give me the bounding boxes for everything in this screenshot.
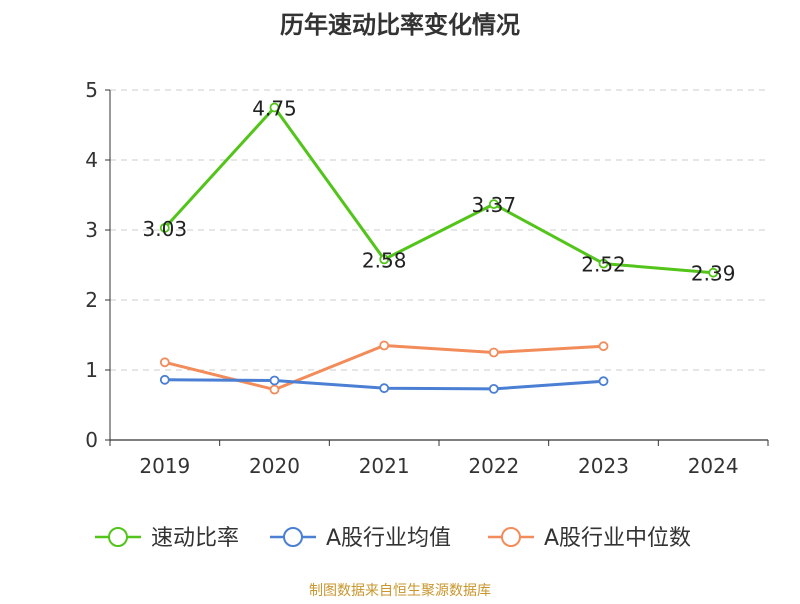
legend-label: 速动比率 bbox=[151, 526, 239, 551]
data-point bbox=[269, 375, 280, 386]
series-line-2 bbox=[163, 344, 605, 392]
data-point bbox=[159, 374, 170, 385]
data-point bbox=[379, 383, 390, 394]
y-tick-label: 4 bbox=[85, 148, 98, 172]
data-point bbox=[598, 376, 609, 387]
data-point bbox=[269, 102, 280, 113]
legend-label: A股行业均值 bbox=[326, 526, 451, 551]
legend-swatch-marker bbox=[108, 527, 128, 547]
data-label: 2.58 bbox=[362, 248, 407, 272]
series-line-0 bbox=[163, 106, 715, 275]
y-tick-label: 1 bbox=[85, 358, 98, 382]
data-label-layer: 3.03 4.75 2.58 3.37 2.52 2.39 bbox=[143, 97, 736, 286]
data-point bbox=[269, 384, 280, 395]
data-label: 4.75 bbox=[252, 97, 297, 121]
data-label: 3.03 bbox=[143, 217, 188, 241]
data-point bbox=[488, 199, 499, 210]
data-label: 3.37 bbox=[472, 193, 517, 217]
legend-label: A股行业中位数 bbox=[544, 526, 691, 551]
data-point bbox=[159, 357, 170, 368]
series-layer bbox=[159, 102, 719, 395]
x-tick-label: 2020 bbox=[249, 454, 300, 478]
y-tick-label: 0 bbox=[85, 428, 98, 452]
data-label: 2.52 bbox=[581, 253, 626, 277]
data-point bbox=[488, 347, 499, 358]
x-tick-label: 2022 bbox=[468, 454, 519, 478]
x-tick-label: 2024 bbox=[688, 454, 739, 478]
legend-item-1[interactable]: A股行业均值 bbox=[270, 526, 451, 551]
data-point bbox=[159, 222, 170, 233]
data-point bbox=[708, 267, 719, 278]
x-tick-label: 2023 bbox=[578, 454, 629, 478]
data-point bbox=[598, 341, 609, 352]
x-tick-label: 2019 bbox=[139, 454, 190, 478]
data-point bbox=[379, 254, 390, 265]
legend-swatch-marker bbox=[501, 527, 521, 547]
data-label: 2.39 bbox=[691, 262, 736, 286]
footer-source: 制图数据来自恒生聚源数据库 bbox=[309, 583, 491, 599]
y-tick-label: 2 bbox=[85, 288, 98, 312]
legend-item-2[interactable]: A股行业中位数 bbox=[488, 526, 691, 551]
chart-title: 历年速动比率变化情况 bbox=[280, 11, 520, 39]
legend-item-0[interactable]: 速动比率 bbox=[95, 526, 239, 551]
data-point bbox=[598, 258, 609, 269]
data-point bbox=[488, 383, 499, 394]
x-tick-label: 2021 bbox=[359, 454, 410, 478]
y-tick-label: 3 bbox=[85, 218, 98, 242]
y-tick-label: 5 bbox=[85, 78, 98, 102]
legend: 速动比率 A股行业均值 A股行业中位数 bbox=[95, 526, 691, 551]
data-point bbox=[379, 340, 390, 351]
axis-layer: 0 1 2 3 4 5 2019 2020 2021 2022 2023 2024 bbox=[85, 78, 769, 478]
grid-layer bbox=[110, 89, 768, 371]
legend-swatch-marker bbox=[283, 527, 303, 547]
